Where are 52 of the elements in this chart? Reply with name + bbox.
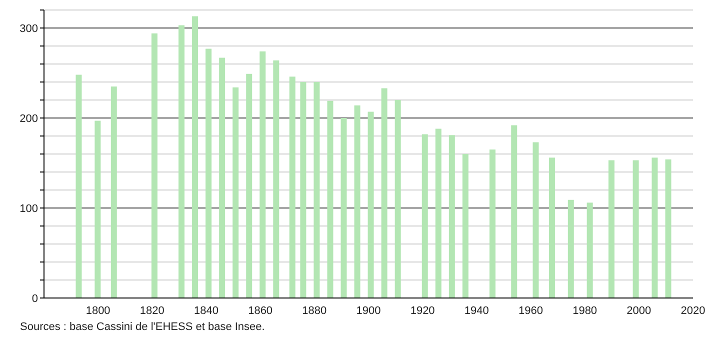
x-tick-label: 1900 [356,304,381,317]
bar [340,118,347,298]
x-tick-label: 1860 [248,304,273,317]
x-tick-label: 1800 [86,304,110,317]
x-tick-label: 1820 [140,304,164,317]
y-tick-label: 0 [32,292,38,305]
bar [381,88,388,298]
bar [206,48,212,298]
bar [489,150,496,298]
bar [435,128,442,298]
bar [232,87,239,298]
y-tick-label: 300 [20,22,38,35]
bar [289,76,296,298]
bar [568,200,574,298]
bar [178,25,185,298]
x-tick-label: 1920 [410,304,435,317]
x-tick-label: 1880 [302,304,327,317]
bar [586,202,593,298]
bar [327,100,334,298]
bar [448,135,455,298]
bar [394,100,401,298]
bar [665,159,672,298]
bar [246,74,252,298]
x-tick-label: 1960 [518,304,543,317]
x-tick-label: 1940 [464,304,489,317]
y-tick-label: 100 [20,202,38,215]
x-tick-label: 1840 [194,304,218,317]
bar [652,158,658,298]
bar [151,33,158,298]
bar [273,60,280,298]
bar [260,51,266,298]
x-tick-label: 1980 [572,304,598,317]
y-tick-label: 200 [20,112,38,125]
bar [314,82,320,298]
bar [511,125,518,298]
bar [608,160,614,298]
x-tick-label: 2000 [626,304,652,317]
bar [422,134,428,298]
bar [532,142,539,298]
bar [300,82,306,298]
bar [192,16,198,298]
bar [94,120,101,298]
x-tick-label: 2020 [680,304,706,317]
bar [632,160,639,298]
bar [219,58,226,298]
bar [110,86,117,298]
bar [368,112,374,298]
source-note: Sources : base Cassini de l'EHESS et base Insee. [20,321,265,333]
bar [354,105,360,298]
bar [76,74,82,298]
bar [462,154,468,298]
bar [548,158,555,298]
